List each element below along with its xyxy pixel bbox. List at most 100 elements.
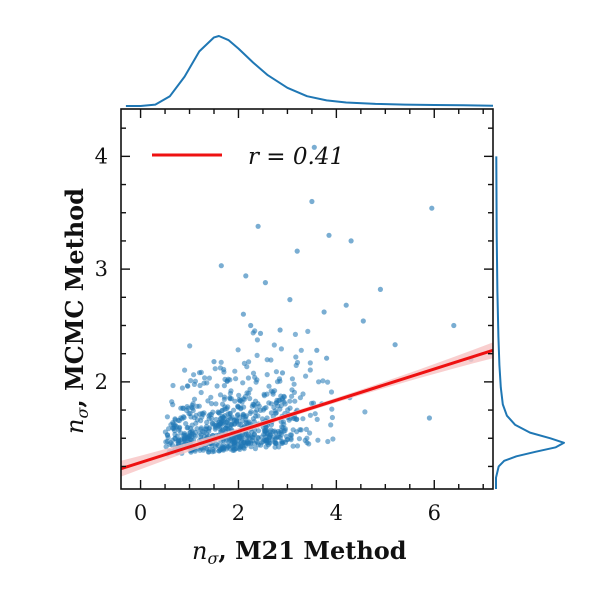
scatter-point [270, 391, 276, 397]
scatter-point [237, 446, 243, 452]
scatter-point [202, 375, 208, 381]
scatter-point [191, 415, 197, 421]
scatter-point [276, 430, 282, 437]
scatter-point [290, 415, 296, 421]
scatter-point [216, 448, 222, 454]
scatter-point [250, 330, 256, 336]
scatter-point [348, 238, 354, 244]
y-tick-label: 4 [95, 144, 108, 168]
scatter-point [250, 434, 256, 440]
scatter-point [266, 383, 272, 389]
scatter-point [176, 425, 182, 431]
scatter-point [199, 414, 205, 420]
scatter-point [286, 417, 292, 423]
scatter-point [255, 442, 261, 448]
scatter-point [217, 392, 224, 398]
x-axis-label: nσ, M21 Method [192, 536, 407, 568]
scatter-point [307, 367, 313, 373]
scatter-point [324, 355, 330, 361]
scatter-point [253, 379, 259, 385]
y-tick-labels: 2 3 4 [95, 144, 108, 394]
scatter-point [175, 440, 181, 446]
scatter-point [163, 444, 169, 450]
scatter-point [227, 390, 233, 396]
scatter-point [198, 369, 204, 375]
legend: r = 0.41 [152, 144, 344, 170]
scatter-point [254, 352, 260, 358]
scatter-point [245, 375, 251, 381]
scatter-point [279, 370, 286, 376]
scatter-point [191, 372, 197, 378]
scatter-point [268, 401, 274, 407]
scatter-point [219, 413, 225, 419]
scatter-point [305, 328, 311, 334]
scatter-point [208, 411, 214, 418]
scatter-point [255, 413, 261, 419]
scatter-point [309, 198, 315, 205]
scatter-point [298, 347, 304, 353]
scatter-point [205, 449, 211, 455]
scatter-point [268, 410, 274, 416]
scatter-point [178, 430, 184, 436]
scatter-point [254, 407, 260, 413]
scatter-point [205, 398, 211, 404]
scatter-point [289, 387, 295, 393]
scatter-point [240, 311, 246, 317]
scatter-point [328, 389, 335, 395]
scatter-point [181, 415, 187, 421]
scatter-point [426, 415, 432, 421]
scatter-point [268, 427, 274, 433]
scatter-point [255, 223, 261, 229]
scatter-point [329, 406, 335, 412]
scatter-point [169, 399, 175, 405]
y-axis-label: nσ, MCMC Method [60, 188, 92, 434]
scatter-point [264, 372, 270, 378]
scatter-point [190, 401, 196, 407]
x-axis-label-symbol: n [192, 537, 207, 565]
regression-line [121, 348, 493, 471]
scatter-point [325, 379, 331, 385]
scatter-point [277, 327, 283, 333]
scatter-point [198, 389, 204, 396]
x-marginal-density [125, 35, 494, 107]
scatter-point [235, 411, 241, 418]
scatter-point [330, 436, 336, 442]
scatter-point [206, 375, 212, 381]
scatter-point [221, 396, 227, 402]
scatter-point [287, 432, 294, 438]
scatter-point [212, 366, 218, 372]
scatter-point [206, 416, 212, 422]
scatter-point [252, 374, 258, 380]
scatter-point [271, 342, 277, 348]
x-axis-label-text: , M21 Method [218, 536, 406, 565]
scatter-point [279, 424, 285, 430]
scatter-point [170, 382, 176, 389]
y-tick-label: 2 [95, 370, 108, 394]
scatter-point [277, 397, 283, 404]
scatter-point [300, 416, 306, 422]
scatter-point [196, 403, 202, 409]
scatter-point [209, 420, 215, 426]
scatter-point [268, 357, 274, 363]
scatter-point [429, 205, 435, 211]
scatter-point [187, 343, 193, 349]
y-density-curve [495, 156, 565, 489]
scatter-point [175, 417, 181, 423]
scatter-point [187, 430, 193, 436]
scatter-point [227, 395, 233, 401]
scatter-point [300, 391, 306, 397]
legend-label: r = 0.41 [248, 144, 344, 170]
scatter-point [235, 347, 241, 353]
scatter-point [314, 347, 320, 353]
scatter-point [307, 430, 313, 436]
scatter-point [314, 416, 320, 422]
scatter-point [243, 419, 249, 425]
scatter-point [282, 427, 288, 434]
scatter-point [243, 431, 249, 437]
scatter-point [236, 392, 242, 398]
scatter-point [174, 433, 180, 439]
scatter-point [219, 408, 225, 414]
scatter-point [245, 440, 251, 447]
x-density-curve [125, 35, 494, 107]
scatter-point [182, 367, 188, 373]
